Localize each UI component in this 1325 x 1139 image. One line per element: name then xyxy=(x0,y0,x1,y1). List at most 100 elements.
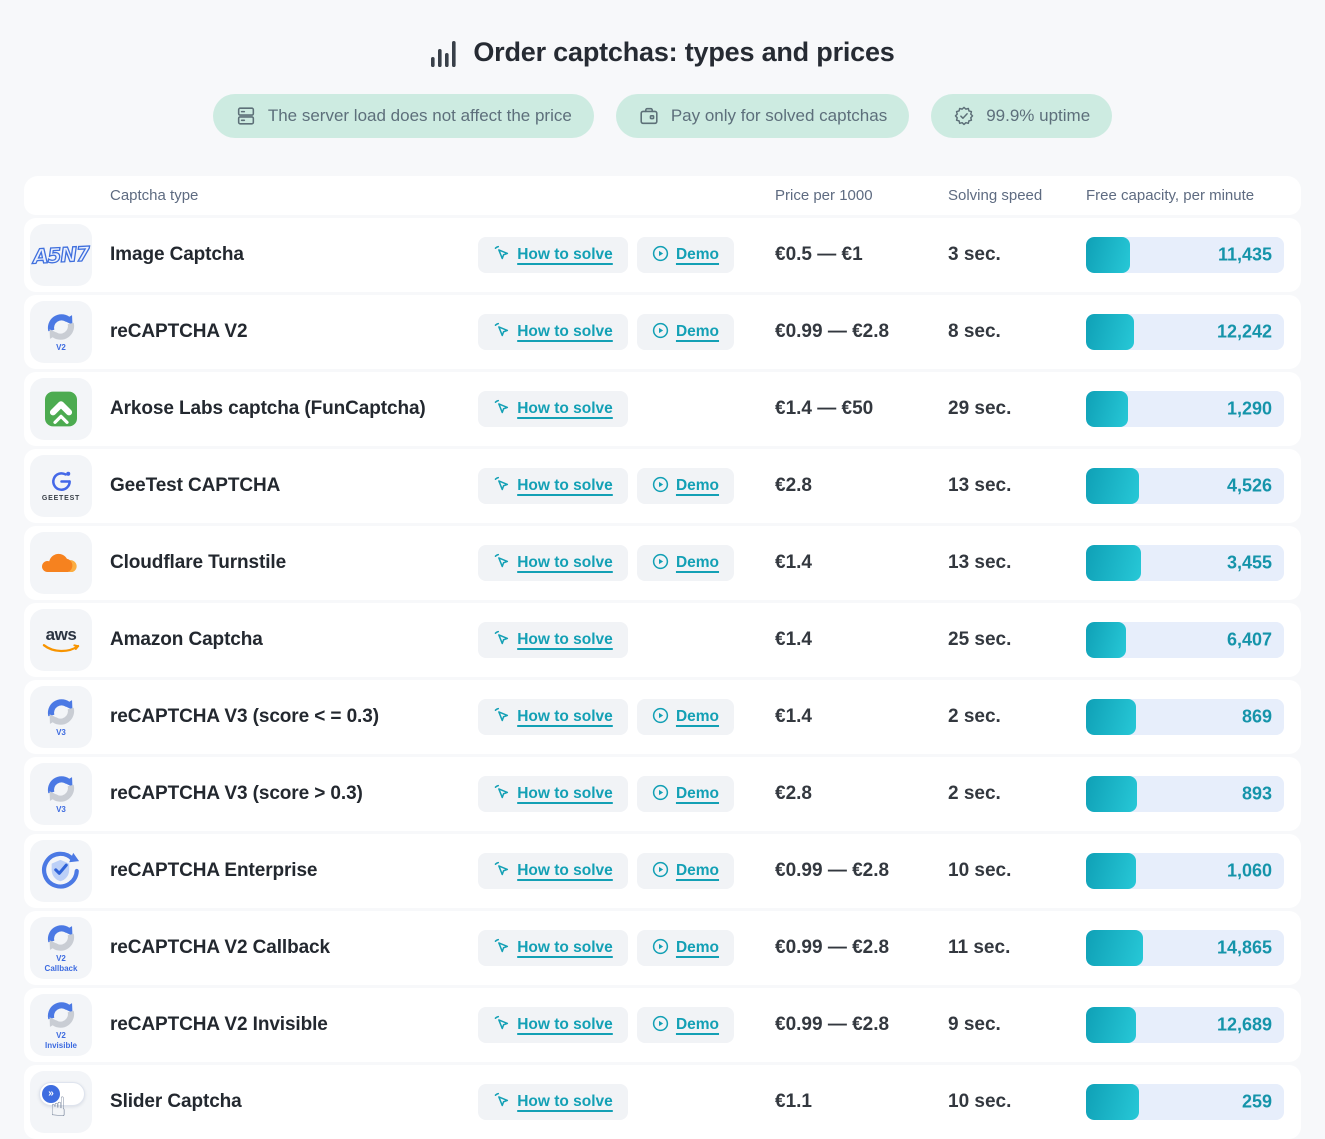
row-actions: How to solve Demo xyxy=(478,1007,775,1043)
speed-value: 8 sec. xyxy=(948,321,1001,342)
captcha-name: GeeTest CAPTCHA xyxy=(110,475,281,496)
server-icon xyxy=(237,107,254,125)
badge-uptime: 99.9% uptime xyxy=(931,94,1113,138)
how-to-solve-label: How to solve xyxy=(517,477,613,494)
capacity-bar: 259 xyxy=(1086,1084,1284,1120)
table-row: GEETEST GeeTest CAPTCHA How to solve xyxy=(24,449,1301,523)
captcha-name: reCAPTCHA V3 (score < = 0.3) xyxy=(110,706,379,727)
capacity-value: 14,865 xyxy=(1216,937,1272,958)
how-to-solve-label: How to solve xyxy=(517,400,613,417)
demo-button[interactable]: Demo xyxy=(637,545,734,581)
capacity-bar-fill xyxy=(1086,853,1136,889)
price-value: €2.8 xyxy=(775,783,812,804)
demo-button[interactable]: Demo xyxy=(637,237,734,273)
captcha-name: Slider Captcha xyxy=(110,1091,242,1112)
table-row: » ☝ Slider Captcha How to solve €1.1 10 s… xyxy=(24,1065,1301,1139)
captcha-icon-sublabel: GEETEST xyxy=(41,494,81,502)
cursor-click-icon xyxy=(493,1092,510,1112)
speed-value: 3 sec. xyxy=(948,244,1001,265)
capacity-bar: 14,865 xyxy=(1086,930,1284,966)
demo-button[interactable]: Demo xyxy=(637,853,734,889)
cursor-click-icon xyxy=(493,1015,510,1035)
speed-value: 9 sec. xyxy=(948,1014,1001,1035)
badge-pay-solved: Pay only for solved captchas xyxy=(615,94,910,138)
play-circle-icon xyxy=(652,707,669,727)
how-to-solve-button[interactable]: How to solve xyxy=(478,314,628,350)
how-to-solve-button[interactable]: How to solve xyxy=(478,391,628,427)
how-to-solve-button[interactable]: How to solve xyxy=(478,237,628,273)
column-header-speed: Solving speed xyxy=(948,187,1043,204)
capacity-bar: 1,290 xyxy=(1086,391,1284,427)
speed-value: 11 sec. xyxy=(948,937,1011,958)
price-value: €0.99 — €2.8 xyxy=(775,1014,890,1035)
how-to-solve-button[interactable]: How to solve xyxy=(478,853,628,889)
slider-icon: » ☝ xyxy=(30,1071,92,1133)
how-to-solve-button[interactable]: How to solve xyxy=(478,699,628,735)
play-circle-icon xyxy=(652,553,669,573)
row-actions: How to solve xyxy=(478,622,775,658)
row-actions: How to solve Demo xyxy=(478,853,775,889)
how-to-solve-button[interactable]: How to solve xyxy=(478,468,628,504)
cursor-click-icon xyxy=(493,245,510,265)
capacity-bar-fill xyxy=(1086,391,1128,427)
play-circle-icon xyxy=(652,1015,669,1035)
capacity-bar-fill xyxy=(1086,468,1140,504)
how-to-solve-button[interactable]: How to solve xyxy=(478,622,628,658)
recaptcha-icon: V2 Invisible xyxy=(30,994,92,1056)
how-to-solve-button[interactable]: How to solve xyxy=(478,1084,628,1120)
table-row: Cloudflare Turnstile How to solve xyxy=(24,526,1301,600)
how-to-solve-button[interactable]: How to solve xyxy=(478,930,628,966)
capacity-bar: 4,526 xyxy=(1086,468,1284,504)
capacity-bar: 6,407 xyxy=(1086,622,1284,658)
capacity-bar-fill xyxy=(1086,622,1126,658)
capacity-value: 4,526 xyxy=(1226,475,1272,496)
captcha-name: Cloudflare Turnstile xyxy=(110,552,287,573)
row-actions: How to solve Demo xyxy=(478,930,775,966)
capacity-bar-fill xyxy=(1086,1007,1136,1043)
table-row: A5N7 Image Captcha How to solve xyxy=(24,218,1301,292)
capacity-bar-fill xyxy=(1086,776,1138,812)
demo-label: Demo xyxy=(675,862,720,879)
demo-button[interactable]: Demo xyxy=(637,699,734,735)
play-circle-icon xyxy=(652,322,669,342)
captcha-name: Amazon Captcha xyxy=(110,629,263,650)
column-header-captcha-type: Captcha type xyxy=(110,187,199,204)
cursor-click-icon xyxy=(493,322,510,342)
cursor-click-icon xyxy=(493,630,510,650)
how-to-solve-label: How to solve xyxy=(517,246,613,263)
recaptcha-enterprise-icon xyxy=(30,840,92,902)
demo-button[interactable]: Demo xyxy=(637,468,734,504)
demo-button[interactable]: Demo xyxy=(637,776,734,812)
how-to-solve-button[interactable]: How to solve xyxy=(478,1007,628,1043)
recaptcha-icon: V2 xyxy=(30,301,92,363)
speed-value: 2 sec. xyxy=(948,706,1001,727)
table-body: A5N7 Image Captcha How to solve xyxy=(24,218,1301,1139)
price-value: €1.1 xyxy=(775,1091,812,1112)
row-actions: How to solve Demo xyxy=(478,699,775,735)
bar-chart-icon xyxy=(430,37,458,68)
capacity-bar: 1,060 xyxy=(1086,853,1284,889)
demo-button[interactable]: Demo xyxy=(637,1007,734,1043)
speed-value: 2 sec. xyxy=(948,783,1001,804)
how-to-solve-button[interactable]: How to solve xyxy=(478,545,628,581)
price-value: €0.5 — €1 xyxy=(775,244,863,265)
capacity-value: 1,060 xyxy=(1226,860,1272,881)
demo-button[interactable]: Demo xyxy=(637,930,734,966)
demo-label: Demo xyxy=(675,477,720,494)
capacity-bar: 3,455 xyxy=(1086,545,1284,581)
how-to-solve-button[interactable]: How to solve xyxy=(478,776,628,812)
capacity-bar: 12,689 xyxy=(1086,1007,1284,1043)
table-row: reCAPTCHA Enterprise How to solve xyxy=(24,834,1301,908)
captcha-icon-sublabel: V2 Callback xyxy=(44,954,78,973)
cursor-click-icon xyxy=(493,476,510,496)
capacity-bar-fill xyxy=(1086,930,1144,966)
speed-value: 10 sec. xyxy=(948,860,1012,881)
table-row: aws Amazon Captcha How to solve €1.4 25 … xyxy=(24,603,1301,677)
capacity-value: 259 xyxy=(1241,1091,1272,1112)
table-row: V3 reCAPTCHA V3 (score < = 0.3) How to s… xyxy=(24,680,1301,754)
how-to-solve-label: How to solve xyxy=(517,323,613,340)
demo-button[interactable]: Demo xyxy=(637,314,734,350)
cursor-click-icon xyxy=(493,553,510,573)
capacity-bar-fill xyxy=(1086,1084,1140,1120)
capacity-bar-fill xyxy=(1086,545,1142,581)
